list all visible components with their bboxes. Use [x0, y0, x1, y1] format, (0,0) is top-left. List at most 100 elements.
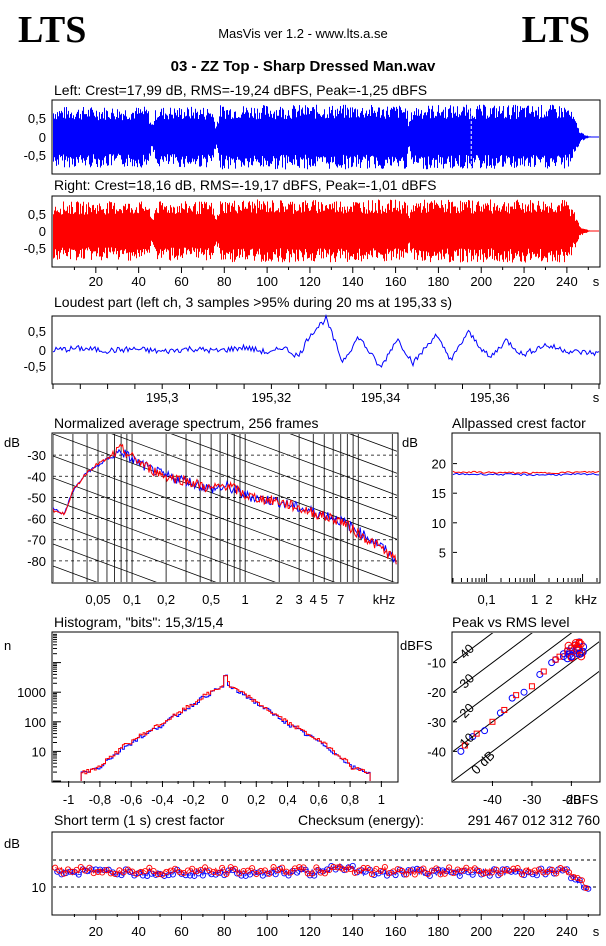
loud-ytick-1: 0,5: [28, 324, 46, 339]
short-crest-point: [518, 871, 525, 878]
peak-rms-xtick: -30: [523, 792, 542, 807]
peak-rms-diagonal: [453, 670, 599, 781]
xtick-label: 240: [556, 274, 578, 289]
short-crest-xunit: s: [593, 924, 600, 939]
xtick-label: 60: [174, 274, 188, 289]
logo-right: LTS: [521, 9, 590, 51]
allpassed-xtick: 1: [531, 592, 538, 607]
xtick-label: 120: [299, 274, 321, 289]
allpassed-xtick: 2: [545, 592, 552, 607]
spectrum-slope-line: [289, 434, 397, 474]
peak-rms-diagonal: [453, 633, 573, 723]
allpassed-series-line: [452, 472, 599, 477]
allpassed-title: Allpassed crest factor: [452, 415, 586, 431]
loudest-part-title: Loudest part (left ch, 3 samples >95% du…: [54, 294, 452, 310]
short-crest-point: [257, 867, 264, 875]
histogram-ytick: 100: [24, 715, 46, 730]
spectrum-frame: [51, 432, 399, 584]
short-crest-point: [159, 871, 166, 878]
spectrum-xtick: 0,1: [123, 592, 141, 607]
short-crest-point: [368, 871, 376, 878]
histogram-xtick: 1: [378, 792, 385, 807]
short-crest-xtick: 20: [89, 924, 103, 939]
short-crest-point: [317, 869, 324, 876]
left-ytick-1: 0,5: [28, 111, 46, 126]
short-crest-point: [146, 864, 153, 871]
short-crest-xtick: 120: [299, 924, 321, 939]
peak-rms-cluster-point: [575, 649, 584, 658]
spectrum-xtick: 2: [276, 592, 283, 607]
left-waveform-plot: [53, 101, 599, 173]
short-crest-xtick: 200: [470, 924, 492, 939]
short-crest-point: [456, 872, 463, 879]
xtick-label: 100: [256, 274, 278, 289]
short-crest-point: [210, 868, 217, 875]
spectrum-xtick: 7: [337, 592, 344, 607]
short-crest-point: [364, 865, 371, 872]
short-crest-xtick: 180: [428, 924, 450, 939]
peak-rms-diagonal: [453, 641, 599, 753]
loudest-part-plot: [52, 313, 600, 368]
short-crest-point: [94, 868, 102, 875]
peak-rms-point-right: [556, 653, 563, 660]
peak-rms-cluster-point: [575, 645, 584, 654]
spectrum-inner: [53, 302, 397, 582]
peak-rms-point-left: [457, 747, 465, 755]
left-waveform-frame: [51, 99, 601, 175]
peak-rms-inner: [453, 633, 599, 781]
histogram-series-line: [80, 675, 371, 781]
spectrum-xtick: 3: [296, 592, 303, 607]
checksum-value: 291 467 012 312 760: [468, 812, 601, 828]
short-crest-point: [583, 885, 590, 892]
short-crest-point: [535, 866, 543, 873]
right-waveform-title: Right: Crest=18,16 dB, RMS=-19,17 dBFS, …: [54, 177, 436, 193]
short-crest-point: [446, 864, 453, 871]
short-crest-point: [514, 865, 521, 872]
right-ytick-3: -0,5: [24, 241, 46, 256]
short-crest-point: [480, 870, 487, 877]
peak-rms-diag-label: 20: [456, 700, 477, 721]
left-waveform-title: Left: Crest=17,99 dB, RMS=-19,24 dBFS, P…: [54, 82, 427, 98]
short-crest-point: [347, 865, 354, 873]
short-crest-xtick: 100: [256, 924, 278, 939]
short-crest-point: [244, 867, 251, 874]
peak-rms-point-right: [473, 730, 480, 737]
peak-rms-xunit: dBFS: [566, 792, 599, 807]
short-crest-point: [441, 870, 448, 877]
short-crest-point: [214, 869, 221, 876]
short-crest-point: [253, 870, 260, 878]
xtick-label: 40: [131, 274, 145, 289]
spectrum-xtick: 0,5: [202, 592, 220, 607]
spectrum-ytick: -60: [27, 512, 46, 527]
short-crest-xtick: 220: [513, 924, 535, 939]
peak-rms-ytick: -40: [427, 744, 446, 759]
spectrum-xtick: 0,2: [157, 592, 175, 607]
spectrum-series-line: [53, 448, 397, 565]
short-crest-point: [154, 871, 161, 878]
short-crest-point: [531, 867, 538, 874]
histogram-xtick: -1: [63, 792, 75, 807]
short-crest-point: [420, 865, 427, 872]
short-crest-point: [231, 865, 239, 872]
spectrum-ytick: -30: [27, 448, 46, 463]
peak-rms-point-left: [481, 727, 489, 735]
xtick-label: 195,32: [252, 390, 292, 405]
spectrum-slope-line: [349, 434, 397, 452]
peak-rms-cluster-point: [563, 654, 572, 663]
spectrum-xtick: 5: [321, 592, 328, 607]
allpassed-series-line: [452, 470, 600, 475]
spectrum-title: Normalized average spectrum, 256 frames: [54, 415, 319, 431]
peak-rms-point-right: [489, 718, 496, 725]
short-crest-point: [557, 865, 564, 872]
short-crest-point: [313, 864, 320, 871]
short-crest-point: [56, 867, 63, 874]
peak-rms-point-left: [520, 688, 528, 696]
short-crest-point: [137, 868, 144, 875]
short-crest-point: [86, 864, 93, 871]
short-crest-point: [206, 867, 213, 874]
short-crest-point: [242, 872, 249, 879]
spectrum-slope-line: [53, 302, 397, 429]
xtick-label: 195,3: [146, 390, 179, 405]
peak-rms-point-right: [513, 692, 520, 699]
